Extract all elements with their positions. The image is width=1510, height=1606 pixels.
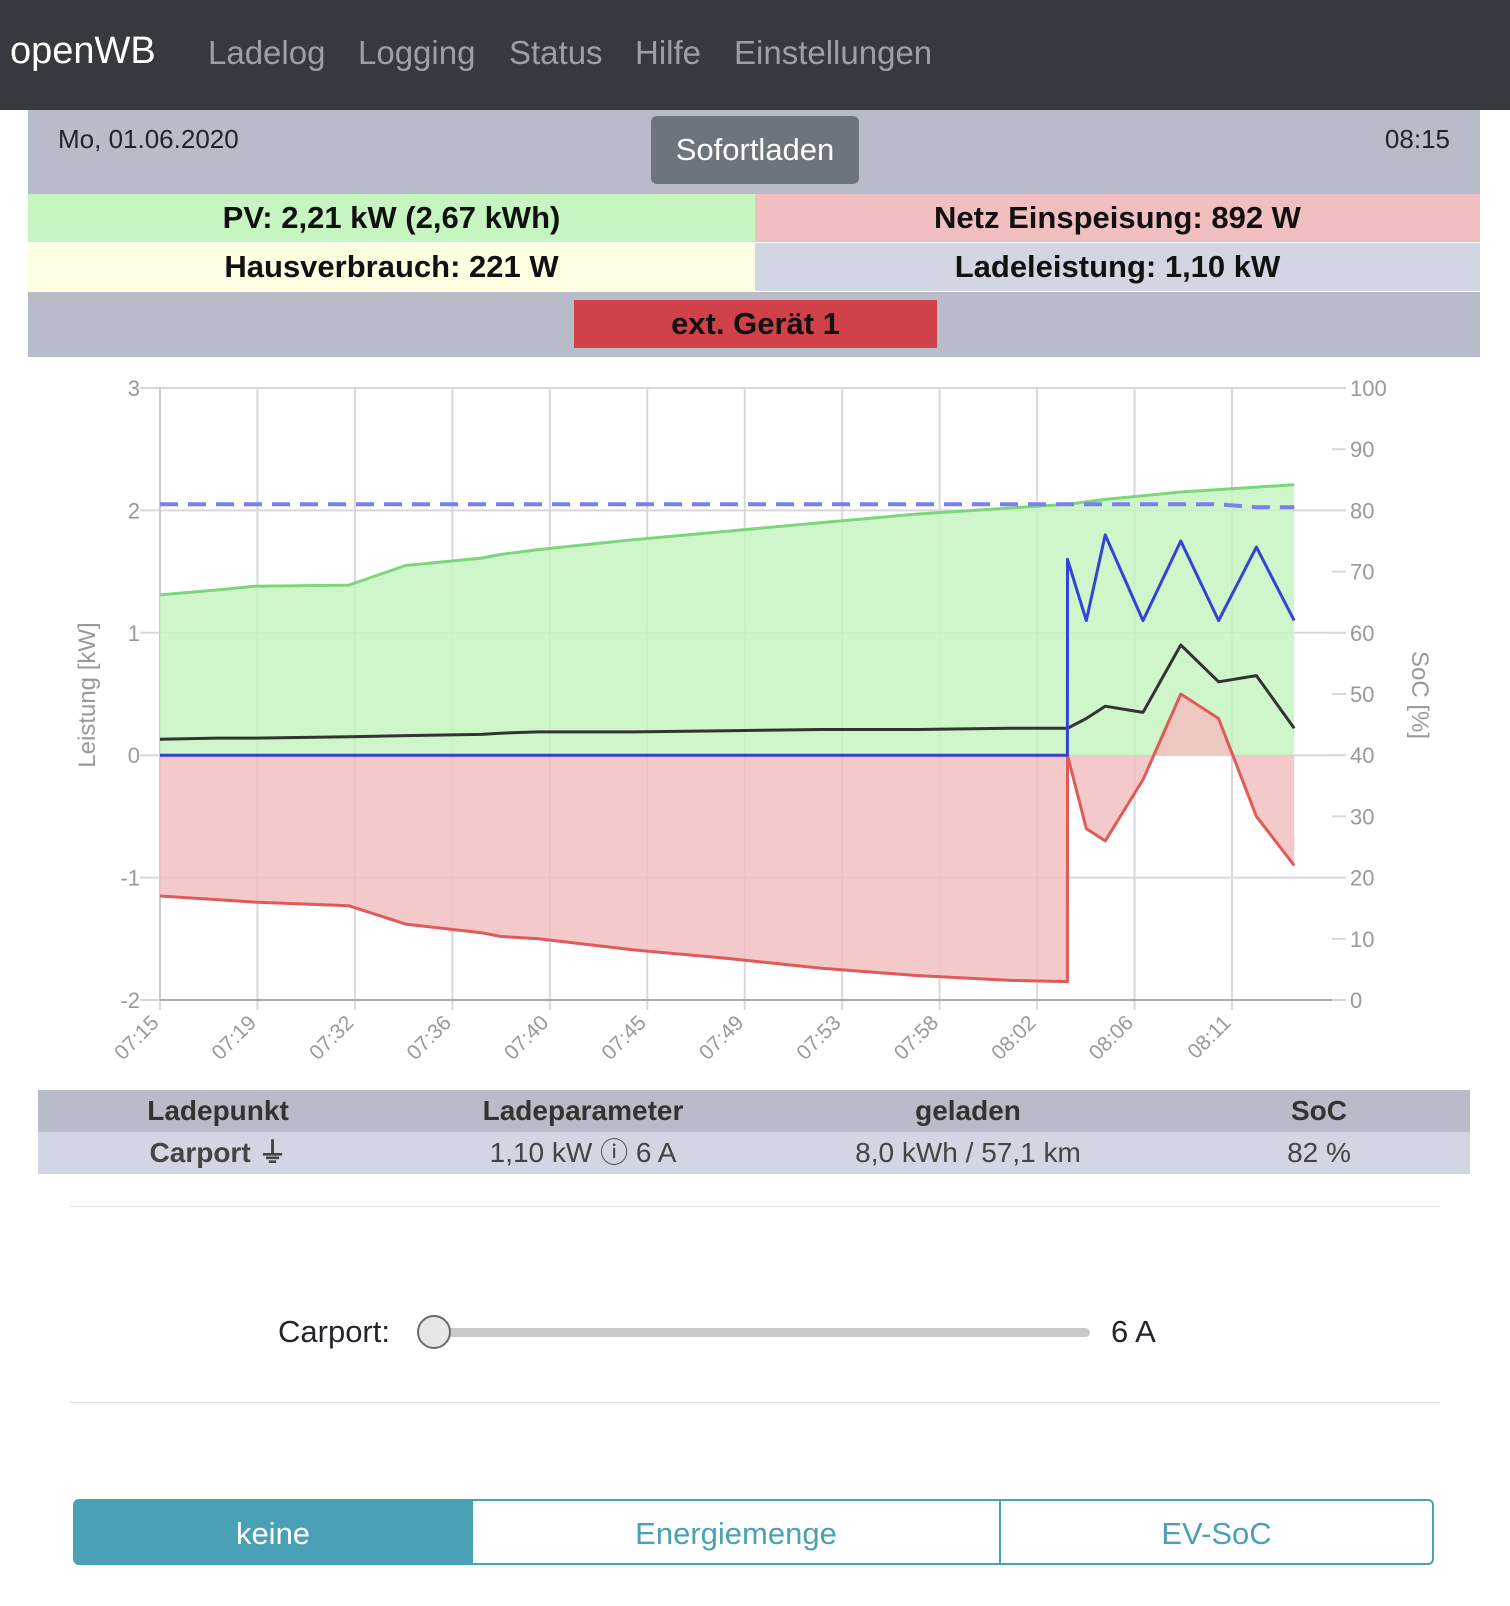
y-left-tick-label: 3 (128, 376, 140, 401)
y-left-tick-label: -1 (120, 866, 140, 891)
series-line-3 (160, 533, 1296, 757)
x-tick-label: 08:11 (1183, 1011, 1235, 1063)
series-line-2 (159, 643, 1296, 741)
current-slider-track[interactable] (434, 1328, 1090, 1337)
x-tick-label: 07:45 (597, 1011, 650, 1064)
y-axis-right-label: SoC [%] (1406, 651, 1433, 739)
nav-einstellungen[interactable]: Einstellungen (734, 34, 933, 71)
y-right-tick-label: 40 (1350, 743, 1374, 768)
divider (70, 1206, 1440, 1207)
chargepoint-name-cell[interactable]: Carport ⏚ (38, 1132, 398, 1174)
y-left-tick-label: 1 (128, 621, 140, 646)
series-line-4 (160, 502, 1295, 510)
header-soc: SoC (1291, 1095, 1347, 1126)
x-tick-label: 07:36 (402, 1011, 455, 1064)
x-tick-label: 07:32 (305, 1011, 358, 1064)
y-right-tick-label: 10 (1350, 927, 1374, 952)
charge-mode-button[interactable]: Sofortladen (651, 116, 859, 184)
current-date: Mo, 01.06.2020 (58, 124, 239, 154)
chart-areas (160, 484, 1295, 982)
current-slider-thumb[interactable] (417, 1315, 451, 1349)
chart-lines (159, 483, 1296, 984)
x-tick-label: 08:06 (1085, 1011, 1138, 1064)
table-row[interactable]: Carport ⏚ 1,10 kW ⓘ 6 A 8,0 kWh / 57,1 k… (38, 1132, 1470, 1174)
date-bar: Mo, 01.06.2020 Sofortladen 08:15 (28, 110, 1480, 194)
slider-label: Carport: (278, 1314, 390, 1349)
series-area-1 (160, 694, 1295, 982)
table-header: Ladepunkt Ladeparameter geladen SoC (38, 1090, 1470, 1132)
nav-logging[interactable]: Logging (358, 34, 476, 71)
chargepoint-table: Ladepunkt Ladeparameter geladen SoC Carp… (38, 1090, 1470, 1174)
y-axis-left-label: Leistung [kW] (74, 622, 101, 767)
x-tick-label: 07:40 (500, 1011, 553, 1064)
x-tick-label: 07:19 (208, 1011, 261, 1064)
header-geladen: geladen (915, 1095, 1021, 1126)
x-tick-label: 07:53 (792, 1011, 845, 1064)
house-consumption: Hausverbrauch: 221 W (28, 243, 755, 291)
x-tick-label: 07:15 (110, 1011, 163, 1064)
chargepoint-name: Carport (149, 1137, 251, 1168)
brand-logo[interactable]: openWB (10, 30, 156, 72)
y-right-tick-label: 100 (1350, 376, 1387, 401)
navbar: openWB Ladelog Logging Status Hilfe Eins… (0, 0, 1510, 110)
target-energy-button[interactable]: Energiemenge (473, 1499, 1001, 1565)
y-left-tick-label: -2 (120, 988, 140, 1013)
series-line-0 (159, 483, 1295, 597)
divider (70, 1402, 1440, 1403)
y-right-tick-label: 70 (1350, 560, 1374, 585)
pv-power: PV: 2,21 kW (2,67 kWh) (28, 194, 755, 242)
target-ev-soc-button[interactable]: EV-SoC (1001, 1499, 1434, 1565)
nav-status[interactable]: Status (509, 34, 603, 71)
header-ladepunkt: Ladepunkt (147, 1095, 289, 1126)
charge-params: 1,10 kW ⓘ 6 A (489, 1137, 677, 1168)
grid-feed-in: Netz Einspeisung: 892 W (755, 194, 1480, 242)
slider-value: 6 A (1111, 1314, 1156, 1349)
y-right-tick-label: 80 (1350, 498, 1374, 523)
plug-icon: ⏚ (258, 1137, 287, 1168)
charged-amount: 8,0 kWh / 57,1 km (855, 1137, 1081, 1168)
nav-hilfe[interactable]: Hilfe (635, 34, 702, 71)
y-right-tick-label: 60 (1350, 621, 1374, 646)
nav-ladelog[interactable]: Ladelog (208, 34, 326, 71)
device-bar: ext. Gerät 1 (28, 292, 1480, 357)
y-right-tick-label: 90 (1350, 437, 1374, 462)
x-tick-label: 07:58 (890, 1011, 943, 1064)
y-right-tick-label: 50 (1350, 682, 1374, 707)
series-line-1 (159, 692, 1296, 984)
charge-power: Ladeleistung: 1,10 kW (755, 243, 1480, 291)
y-right-tick-label: 20 (1350, 866, 1374, 891)
series-area-0 (160, 484, 1295, 756)
external-device-button[interactable]: ext. Gerät 1 (574, 300, 937, 348)
y-left-tick-label: 2 (128, 498, 140, 523)
y-right-tick-label: 0 (1350, 988, 1362, 1013)
y-right-tick-label: 30 (1350, 804, 1374, 829)
current-time: 08:15 (1384, 124, 1450, 154)
y-left-tick-label: 0 (128, 743, 140, 768)
x-tick-label: 08:02 (987, 1011, 1040, 1064)
x-tick-label: 07:49 (695, 1011, 748, 1064)
header-ladeparameter: Ladeparameter (482, 1095, 684, 1126)
target-none-button[interactable]: keine (73, 1499, 473, 1565)
soc-value: 82 % (1287, 1137, 1351, 1168)
